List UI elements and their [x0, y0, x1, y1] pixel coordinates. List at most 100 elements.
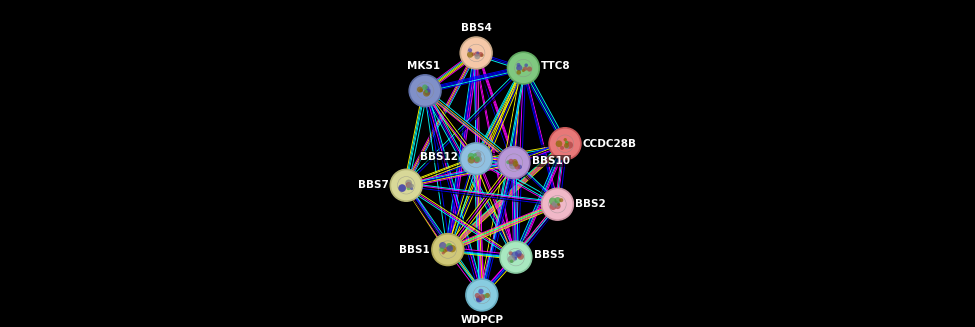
- Circle shape: [560, 198, 564, 202]
- Circle shape: [523, 66, 527, 71]
- Circle shape: [509, 162, 514, 166]
- Circle shape: [566, 142, 573, 149]
- Circle shape: [518, 253, 524, 260]
- Circle shape: [439, 241, 456, 258]
- Circle shape: [517, 70, 521, 75]
- Text: BBS4: BBS4: [461, 23, 491, 32]
- Circle shape: [399, 184, 407, 192]
- Circle shape: [422, 84, 428, 90]
- Circle shape: [445, 247, 449, 252]
- Circle shape: [515, 59, 532, 77]
- Circle shape: [468, 48, 472, 52]
- Circle shape: [477, 297, 480, 301]
- Circle shape: [517, 66, 521, 70]
- Text: MKS1: MKS1: [407, 61, 440, 71]
- Circle shape: [508, 255, 515, 263]
- Circle shape: [476, 296, 483, 302]
- Circle shape: [474, 52, 480, 57]
- Circle shape: [448, 245, 456, 252]
- Circle shape: [432, 234, 464, 266]
- Circle shape: [390, 169, 422, 201]
- Circle shape: [507, 249, 525, 266]
- Circle shape: [476, 156, 482, 163]
- Circle shape: [425, 86, 429, 90]
- Circle shape: [410, 187, 413, 190]
- Circle shape: [399, 184, 406, 192]
- Text: BBS12: BBS12: [420, 152, 458, 162]
- Circle shape: [440, 247, 444, 252]
- Circle shape: [447, 245, 453, 252]
- Circle shape: [565, 141, 568, 145]
- Circle shape: [407, 186, 410, 190]
- Circle shape: [508, 159, 514, 164]
- Circle shape: [549, 196, 566, 213]
- Circle shape: [468, 157, 475, 164]
- Circle shape: [479, 52, 484, 57]
- Circle shape: [510, 260, 513, 263]
- Circle shape: [475, 156, 480, 162]
- Circle shape: [550, 203, 557, 210]
- Circle shape: [466, 279, 497, 311]
- Circle shape: [556, 140, 563, 147]
- Circle shape: [552, 202, 557, 206]
- Circle shape: [473, 153, 477, 157]
- Circle shape: [557, 135, 573, 152]
- Circle shape: [475, 54, 480, 60]
- Circle shape: [442, 251, 445, 254]
- Circle shape: [565, 145, 569, 149]
- Circle shape: [516, 65, 523, 71]
- Circle shape: [467, 150, 485, 167]
- Circle shape: [498, 147, 529, 179]
- Text: BBS10: BBS10: [531, 156, 569, 166]
- Circle shape: [485, 293, 490, 298]
- Circle shape: [446, 243, 452, 250]
- Circle shape: [555, 203, 561, 209]
- Circle shape: [479, 294, 486, 301]
- Text: BBS2: BBS2: [575, 199, 606, 209]
- Circle shape: [416, 82, 434, 99]
- Circle shape: [439, 242, 447, 249]
- Circle shape: [515, 250, 522, 257]
- Circle shape: [522, 69, 525, 72]
- Circle shape: [424, 89, 431, 95]
- Text: CCDC28B: CCDC28B: [583, 139, 637, 149]
- Circle shape: [505, 154, 523, 171]
- Circle shape: [473, 286, 490, 304]
- Circle shape: [557, 203, 561, 206]
- Circle shape: [467, 44, 485, 62]
- Circle shape: [513, 161, 519, 167]
- Circle shape: [500, 241, 531, 273]
- Circle shape: [407, 182, 412, 189]
- Text: BBS7: BBS7: [358, 180, 388, 190]
- Circle shape: [517, 63, 521, 67]
- Circle shape: [475, 293, 480, 298]
- Text: WDPCP: WDPCP: [460, 315, 503, 325]
- Circle shape: [479, 289, 484, 294]
- Circle shape: [460, 143, 492, 175]
- Circle shape: [476, 297, 482, 302]
- Circle shape: [483, 294, 487, 298]
- Circle shape: [406, 180, 412, 186]
- Circle shape: [474, 157, 480, 163]
- Circle shape: [406, 182, 411, 188]
- Circle shape: [467, 52, 473, 58]
- Circle shape: [518, 165, 522, 169]
- Circle shape: [460, 37, 492, 69]
- Circle shape: [443, 249, 447, 253]
- Circle shape: [423, 90, 430, 96]
- Circle shape: [426, 88, 431, 93]
- Circle shape: [517, 254, 522, 258]
- Circle shape: [541, 188, 573, 220]
- Circle shape: [512, 159, 518, 164]
- Circle shape: [549, 128, 581, 160]
- Circle shape: [419, 88, 423, 92]
- Circle shape: [398, 177, 415, 194]
- Text: BBS1: BBS1: [400, 245, 430, 255]
- Text: TTC8: TTC8: [541, 61, 570, 71]
- Circle shape: [506, 160, 510, 164]
- Circle shape: [509, 251, 513, 255]
- Circle shape: [508, 52, 539, 84]
- Circle shape: [526, 66, 532, 72]
- Circle shape: [552, 201, 559, 208]
- Circle shape: [565, 141, 568, 144]
